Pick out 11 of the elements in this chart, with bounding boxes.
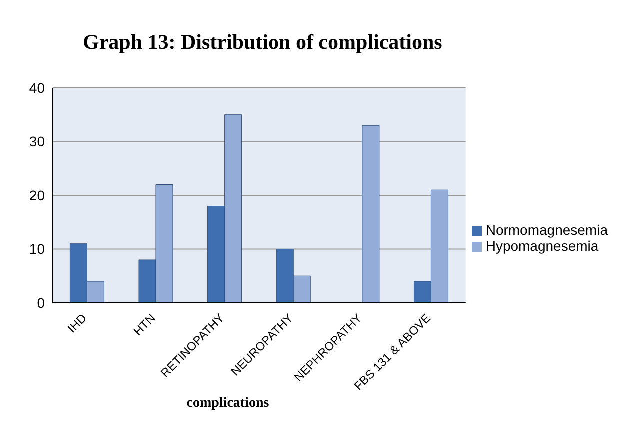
- y-tick-label: 0: [37, 294, 46, 311]
- y-tick-label: 30: [29, 134, 46, 150]
- bar: [362, 125, 380, 303]
- y-tick-label: 20: [29, 187, 46, 204]
- legend-label: Normomagnesemia: [486, 222, 608, 238]
- legend-label: Hypomagnesemia: [486, 238, 599, 254]
- x-tick-label: IHD: [65, 310, 90, 336]
- chart-title: Graph 13: Distribution of complications: [83, 30, 442, 55]
- x-axis-title: complications: [186, 396, 270, 412]
- y-tick-label: 10: [29, 241, 46, 258]
- y-tick-label: 40: [29, 80, 46, 96]
